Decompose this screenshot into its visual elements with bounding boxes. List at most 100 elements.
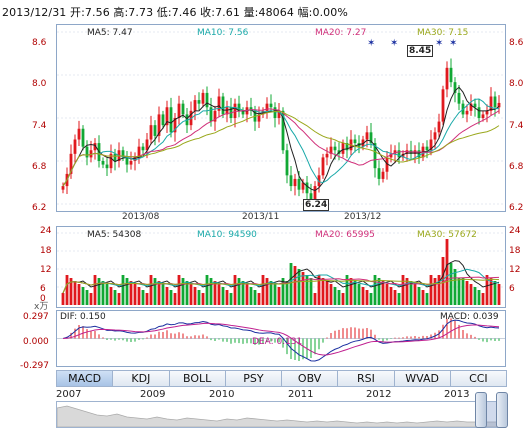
event-marker-icon[interactable]: ✶ xyxy=(367,38,376,49)
candle-body xyxy=(489,96,493,111)
tab-wvad[interactable]: WVAD xyxy=(393,370,451,387)
volume-bar xyxy=(169,290,173,305)
volume-bar xyxy=(257,293,261,305)
volume-bar xyxy=(349,278,353,305)
volume-bar xyxy=(489,278,493,305)
tab-cci[interactable]: CCI xyxy=(449,370,507,387)
candle-body xyxy=(233,103,237,118)
volume-bar xyxy=(337,290,341,305)
volume-bar xyxy=(229,293,233,305)
tab-boll[interactable]: BOLL xyxy=(168,370,226,387)
candle-body xyxy=(165,107,169,126)
candle-body xyxy=(473,103,477,108)
candle-body xyxy=(469,103,473,111)
candle-body xyxy=(309,193,313,202)
candle-body xyxy=(353,139,357,144)
y-tick-left: 8.6 xyxy=(32,38,47,48)
vol-ma20-label: MA20: 65995 xyxy=(315,230,375,240)
candle-body xyxy=(153,125,157,136)
volume-bar xyxy=(441,257,445,305)
year-label: 2009 xyxy=(140,389,166,400)
candle-body xyxy=(389,153,393,158)
macd-chart xyxy=(57,318,505,362)
vol-ma10-label: MA10: 94590 xyxy=(197,230,257,240)
event-marker-icon[interactable]: ✶ xyxy=(449,38,458,49)
volume-bar xyxy=(301,272,305,305)
candle-body xyxy=(129,161,133,165)
volume-bar xyxy=(305,275,309,305)
volume-panel[interactable]: MA5: 54308 MA10: 94590 MA20: 65995 MA30:… xyxy=(56,226,506,308)
high-price-label: 8.45 xyxy=(407,45,434,57)
volume-bar xyxy=(149,275,153,305)
volume-bar xyxy=(101,281,105,305)
volume-bar xyxy=(161,284,165,305)
candle-body xyxy=(109,153,113,169)
volume-bar xyxy=(457,278,461,305)
dif-line xyxy=(62,319,500,362)
volume-bar xyxy=(221,287,225,305)
volume-bar xyxy=(105,284,109,305)
macd-y-tick: 0.297 xyxy=(23,312,49,322)
candle-body xyxy=(241,110,245,115)
candle-body xyxy=(141,146,145,151)
tab-kdj[interactable]: KDJ xyxy=(112,370,170,387)
volume-bar xyxy=(181,278,185,305)
candlestick-panel[interactable]: MA5: 7.47 MA10: 7.56 MA20: 7.27 MA30: 7.… xyxy=(56,24,506,212)
volume-bar xyxy=(253,290,257,305)
volume-bar xyxy=(77,284,81,305)
volume-bar xyxy=(357,284,361,305)
timeline-navigator[interactable] xyxy=(56,401,506,428)
vol-y-tick: 6 xyxy=(40,284,46,294)
navigator-right-handle[interactable] xyxy=(496,392,508,428)
vol-y-tick-right: 18 xyxy=(509,246,521,256)
volume-bar xyxy=(401,275,405,305)
volume-bar xyxy=(377,278,381,305)
candle-body xyxy=(273,107,277,118)
event-marker-icon[interactable]: ✶ xyxy=(390,38,399,49)
candle-body xyxy=(93,143,97,151)
volume-bar xyxy=(189,284,193,305)
tab-rsi[interactable]: RSI xyxy=(337,370,395,387)
tab-macd[interactable]: MACD xyxy=(56,370,114,387)
ma30-label: MA30: 7.15 xyxy=(417,28,469,38)
tab-obv[interactable]: OBV xyxy=(281,370,339,387)
ma5-label: MA5: 7.47 xyxy=(87,28,133,38)
candle-body xyxy=(169,107,173,133)
volume-bar xyxy=(417,287,421,305)
volume-bar xyxy=(325,281,329,305)
volume-chart xyxy=(57,232,505,305)
volume-bar xyxy=(241,281,245,305)
volume-bar xyxy=(81,287,85,305)
candle-body xyxy=(321,157,325,176)
candle-body xyxy=(189,110,193,126)
candle-body xyxy=(441,89,445,122)
tab-psy[interactable]: PSY xyxy=(224,370,282,387)
volume-bar xyxy=(213,281,217,305)
volume-bar xyxy=(333,287,337,305)
volume-bar xyxy=(157,281,161,305)
volume-bar xyxy=(433,278,437,305)
navigator-left-handle[interactable] xyxy=(475,392,487,428)
event-marker-icon[interactable]: ✶ xyxy=(435,38,444,49)
volume-bar xyxy=(153,278,157,305)
volume-bar xyxy=(353,281,357,305)
volume-bar xyxy=(309,278,313,305)
volume-bar xyxy=(437,275,441,305)
candle-body xyxy=(417,150,421,158)
vol-y-tick: 12 xyxy=(40,265,52,275)
low-price-label: 6.24 xyxy=(303,199,330,211)
macd-panel[interactable]: DIF: 0.150 DEA: 0.131 MACD: 0.039 xyxy=(56,310,506,367)
candle-body xyxy=(477,107,481,118)
y-tick-left: 8.0 xyxy=(32,79,47,89)
y-tick-left: 6.8 xyxy=(32,162,47,172)
volume-bar xyxy=(341,293,345,305)
volume-bar xyxy=(65,275,69,305)
dif-label: DIF: 0.150 xyxy=(60,312,106,322)
candle-body xyxy=(293,178,297,187)
quote-header: 2013/12/31 开:7.56 高:7.73 低:7.46 收:7.61 量… xyxy=(2,6,348,19)
volume-bar xyxy=(481,293,485,305)
candle-body xyxy=(437,121,441,133)
vol-ma-line xyxy=(62,260,500,294)
vol-y-tick: 18 xyxy=(40,246,52,256)
x-tick: 2013/08 xyxy=(122,212,160,222)
